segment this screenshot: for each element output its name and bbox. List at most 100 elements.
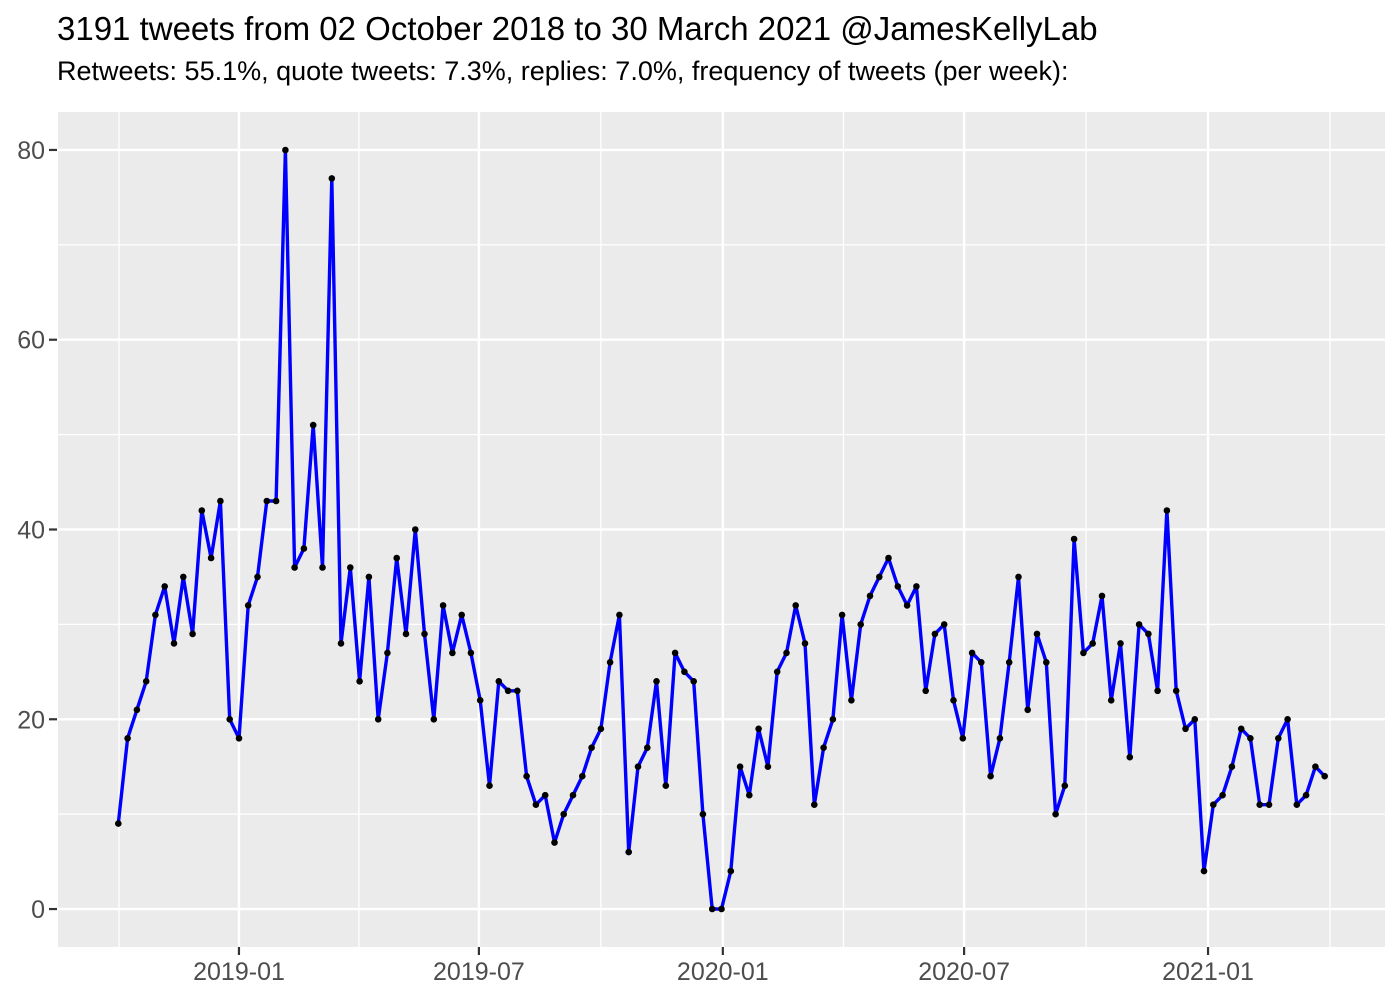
data-point [1061, 782, 1069, 789]
data-point [829, 716, 837, 723]
y-tick-label: 0 [31, 896, 45, 924]
data-point [1219, 791, 1226, 799]
data-point [476, 697, 484, 704]
data-point [1172, 687, 1180, 695]
data-point [820, 744, 827, 751]
data-point [1275, 735, 1282, 742]
data-point [1117, 640, 1124, 647]
y-axis-labels: 0 20 40 60 80 [17, 137, 45, 924]
data-point [736, 763, 744, 770]
x-tick-label: 2021-01 [1162, 958, 1254, 986]
axis-ticks [49, 148, 1210, 955]
data-point [1210, 801, 1217, 808]
data-point [328, 175, 336, 182]
data-point [449, 649, 456, 657]
data-point [931, 630, 939, 638]
data-point [662, 782, 670, 789]
data-point [569, 791, 577, 799]
data-point [838, 611, 846, 619]
data-point [801, 640, 809, 647]
data-point [402, 630, 410, 638]
data-point [876, 573, 883, 581]
data-point [207, 554, 215, 562]
data-point [987, 772, 994, 780]
data-point [1154, 687, 1161, 695]
data-point [560, 810, 567, 818]
data-point [653, 678, 660, 685]
data-point [903, 602, 911, 609]
data-point [727, 867, 735, 875]
data-point [374, 716, 382, 723]
x-tick-label: 2020-07 [918, 958, 1010, 986]
data-point [996, 735, 1004, 742]
data-point [486, 782, 493, 789]
data-point [458, 611, 466, 619]
data-point [124, 735, 131, 742]
data-point [690, 678, 697, 685]
data-point [1302, 791, 1310, 799]
data-point [1200, 867, 1208, 875]
x-tick-label: 2019-07 [433, 958, 525, 986]
data-point [606, 659, 614, 666]
data-point [699, 810, 707, 818]
data-point [412, 526, 419, 533]
data-point [671, 649, 679, 657]
data-point [198, 507, 206, 514]
data-point [1284, 716, 1291, 723]
chart-title: 3191 tweets from 02 October 2018 to 30 M… [57, 10, 1098, 47]
data-point [170, 640, 178, 647]
data-point [421, 630, 428, 638]
data-point [866, 592, 874, 600]
x-tick-label: 2020-01 [677, 958, 769, 986]
data-point [1228, 763, 1236, 770]
data-point [755, 725, 762, 733]
data-point [523, 772, 530, 780]
data-point [161, 583, 168, 590]
data-point [792, 602, 799, 609]
data-point [1135, 621, 1143, 628]
data-point [1089, 640, 1096, 647]
data-point [133, 706, 141, 714]
data-point [1043, 659, 1050, 666]
data-point [152, 611, 159, 619]
data-point [1033, 630, 1041, 638]
data-point [226, 716, 233, 723]
data-point [551, 839, 558, 846]
data-point [950, 697, 957, 704]
data-point [579, 772, 586, 780]
data-point [1080, 649, 1087, 657]
data-point [356, 678, 363, 685]
data-point [1182, 725, 1189, 733]
data-point [1145, 630, 1152, 638]
data-point [978, 659, 985, 666]
data-points [115, 146, 1328, 913]
data-point [913, 583, 920, 590]
y-tick-label: 60 [17, 327, 45, 355]
data-point [300, 545, 308, 552]
data-point [773, 668, 781, 676]
data-point [309, 421, 317, 429]
data-point [1005, 659, 1013, 666]
x-tick-label: 2019-01 [193, 958, 285, 986]
data-point [1293, 801, 1301, 808]
data-point [746, 791, 753, 799]
data-point [1247, 735, 1254, 742]
data-point [968, 649, 976, 657]
data-point [514, 687, 521, 695]
data-point [282, 146, 289, 154]
data-point [272, 497, 280, 505]
data-point [857, 621, 864, 628]
data-point [189, 630, 196, 638]
data-point [291, 564, 298, 571]
data-point [1015, 573, 1022, 581]
data-point [718, 905, 725, 913]
data-point [1191, 716, 1199, 723]
data-point [644, 744, 651, 751]
data-point [1265, 801, 1273, 808]
y-tick-label: 40 [17, 517, 45, 545]
data-point [940, 621, 948, 628]
data-point [384, 649, 391, 657]
data-point [337, 640, 345, 647]
data-point [1126, 753, 1134, 761]
